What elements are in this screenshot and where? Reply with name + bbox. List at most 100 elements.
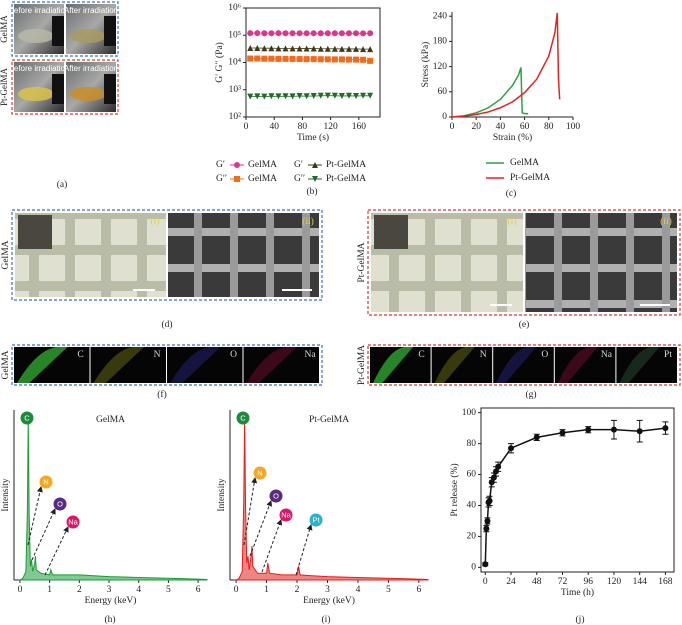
y-tick-label: 40	[467, 501, 477, 511]
marker	[247, 45, 254, 52]
element-label: N	[480, 350, 487, 360]
x-axis-label: Energy (keV)	[303, 595, 355, 606]
legend-label: Pt-GelMA	[326, 160, 366, 170]
marker	[331, 45, 338, 52]
panel-frame	[11, 59, 119, 115]
gel	[18, 87, 54, 101]
marker	[495, 463, 502, 470]
marker	[282, 30, 289, 37]
x-tick-label: 6	[196, 585, 201, 595]
annotation-arrow	[31, 508, 56, 561]
y-axis-label: Intensity	[217, 478, 227, 511]
y-tick-label: 80	[467, 439, 477, 449]
panel-label: (f)	[157, 389, 167, 400]
row-label: GelMA	[1, 350, 11, 379]
marker	[367, 30, 374, 37]
element-label: Na	[601, 350, 613, 360]
marker	[310, 45, 317, 52]
marker	[559, 429, 566, 436]
x-tick-label: 96	[583, 577, 593, 587]
annotation-badge	[236, 411, 250, 425]
x-axis-label: Energy (keV)	[85, 595, 137, 606]
x-tick-label: 40	[269, 122, 279, 132]
y-tick-label: 10⁴	[228, 58, 242, 68]
chart: 0 20 40 60 80 100 0 60 120 180 240 Strain (%) Stress…	[420, 11, 580, 199]
chart: 0 1 2 3 4 5 6 Energy (keV) Intensity (h) GelMA C N ON…	[1, 410, 208, 625]
spectrum	[18, 418, 208, 581]
marker	[268, 30, 275, 37]
map-tile	[90, 347, 166, 383]
marker	[261, 55, 268, 62]
marker	[360, 56, 367, 63]
x-tick-label: 144	[633, 577, 648, 587]
x-tick-label: 4	[136, 585, 141, 595]
annotation-arrow	[44, 526, 69, 576]
marker	[268, 55, 275, 62]
element-label: O	[541, 350, 548, 360]
x-tick-label: 0	[18, 585, 23, 595]
marker	[261, 45, 268, 52]
annotation-label: O	[57, 499, 63, 508]
marker	[353, 45, 360, 52]
panel-label: (g)	[525, 389, 536, 400]
marker	[324, 56, 331, 63]
panel-frame	[367, 209, 681, 316]
panel-label: (b)	[306, 186, 317, 197]
marker	[317, 30, 324, 37]
x-tick-label: 4	[356, 585, 361, 595]
photo-label: Before irradiation	[9, 64, 70, 73]
marker	[254, 55, 261, 62]
marker	[508, 445, 515, 452]
photo-label: Before irradiation	[9, 6, 70, 15]
x-tick-label: 1	[264, 585, 269, 595]
element-label: O	[230, 350, 237, 360]
row-label: GelMA	[1, 240, 11, 269]
y-tick-label: 10²	[229, 112, 242, 122]
marker	[585, 426, 592, 433]
chart-title: GelMA	[96, 415, 125, 425]
photo-label: After irradiation	[64, 64, 118, 73]
map-tile	[431, 347, 493, 383]
marker	[310, 92, 317, 99]
annotation-badge	[20, 411, 34, 425]
legend-marker	[234, 162, 240, 168]
row-label: Pt-GelMA	[357, 242, 367, 282]
marker	[338, 30, 345, 37]
marker	[324, 92, 331, 99]
marker	[317, 92, 324, 99]
marker	[345, 45, 352, 52]
map-signal	[17, 347, 68, 383]
map-signal	[170, 347, 221, 383]
x-axis-label: Time (s)	[297, 132, 329, 143]
marker	[367, 92, 374, 99]
gel	[18, 29, 54, 43]
annotation-label: C	[24, 413, 30, 422]
map-tile	[616, 347, 677, 383]
x-tick-label: 60	[520, 122, 530, 132]
row-label: GelMA	[0, 15, 9, 43]
annotation-label: Pt	[312, 515, 320, 524]
plot-frame	[480, 407, 675, 573]
marker	[275, 30, 282, 37]
panel-label: (a)	[57, 179, 68, 190]
panel-label: (j)	[576, 614, 585, 625]
x-tick-label: 48	[532, 577, 542, 587]
marker	[360, 92, 367, 99]
marker	[254, 93, 261, 100]
series-line	[250, 58, 371, 62]
marker	[282, 55, 289, 62]
y-axis-label: G′ G′′ (Pa)	[214, 42, 225, 83]
map-signal	[557, 347, 598, 383]
x-tick-label: 2	[295, 585, 300, 595]
annotation-label: N	[257, 468, 262, 477]
marker	[296, 92, 303, 99]
annotation-label: C	[240, 413, 246, 422]
annotation-label: Na	[281, 510, 291, 519]
annotation-badge	[279, 508, 293, 522]
photo-label: After irradiation	[64, 6, 118, 15]
y-tick-label: 240	[433, 11, 448, 21]
legend-label: Pt-GelMA	[510, 173, 550, 183]
legend-label: GelMA	[248, 160, 277, 170]
map-signal	[619, 347, 660, 383]
tag: (ii)	[302, 216, 314, 227]
